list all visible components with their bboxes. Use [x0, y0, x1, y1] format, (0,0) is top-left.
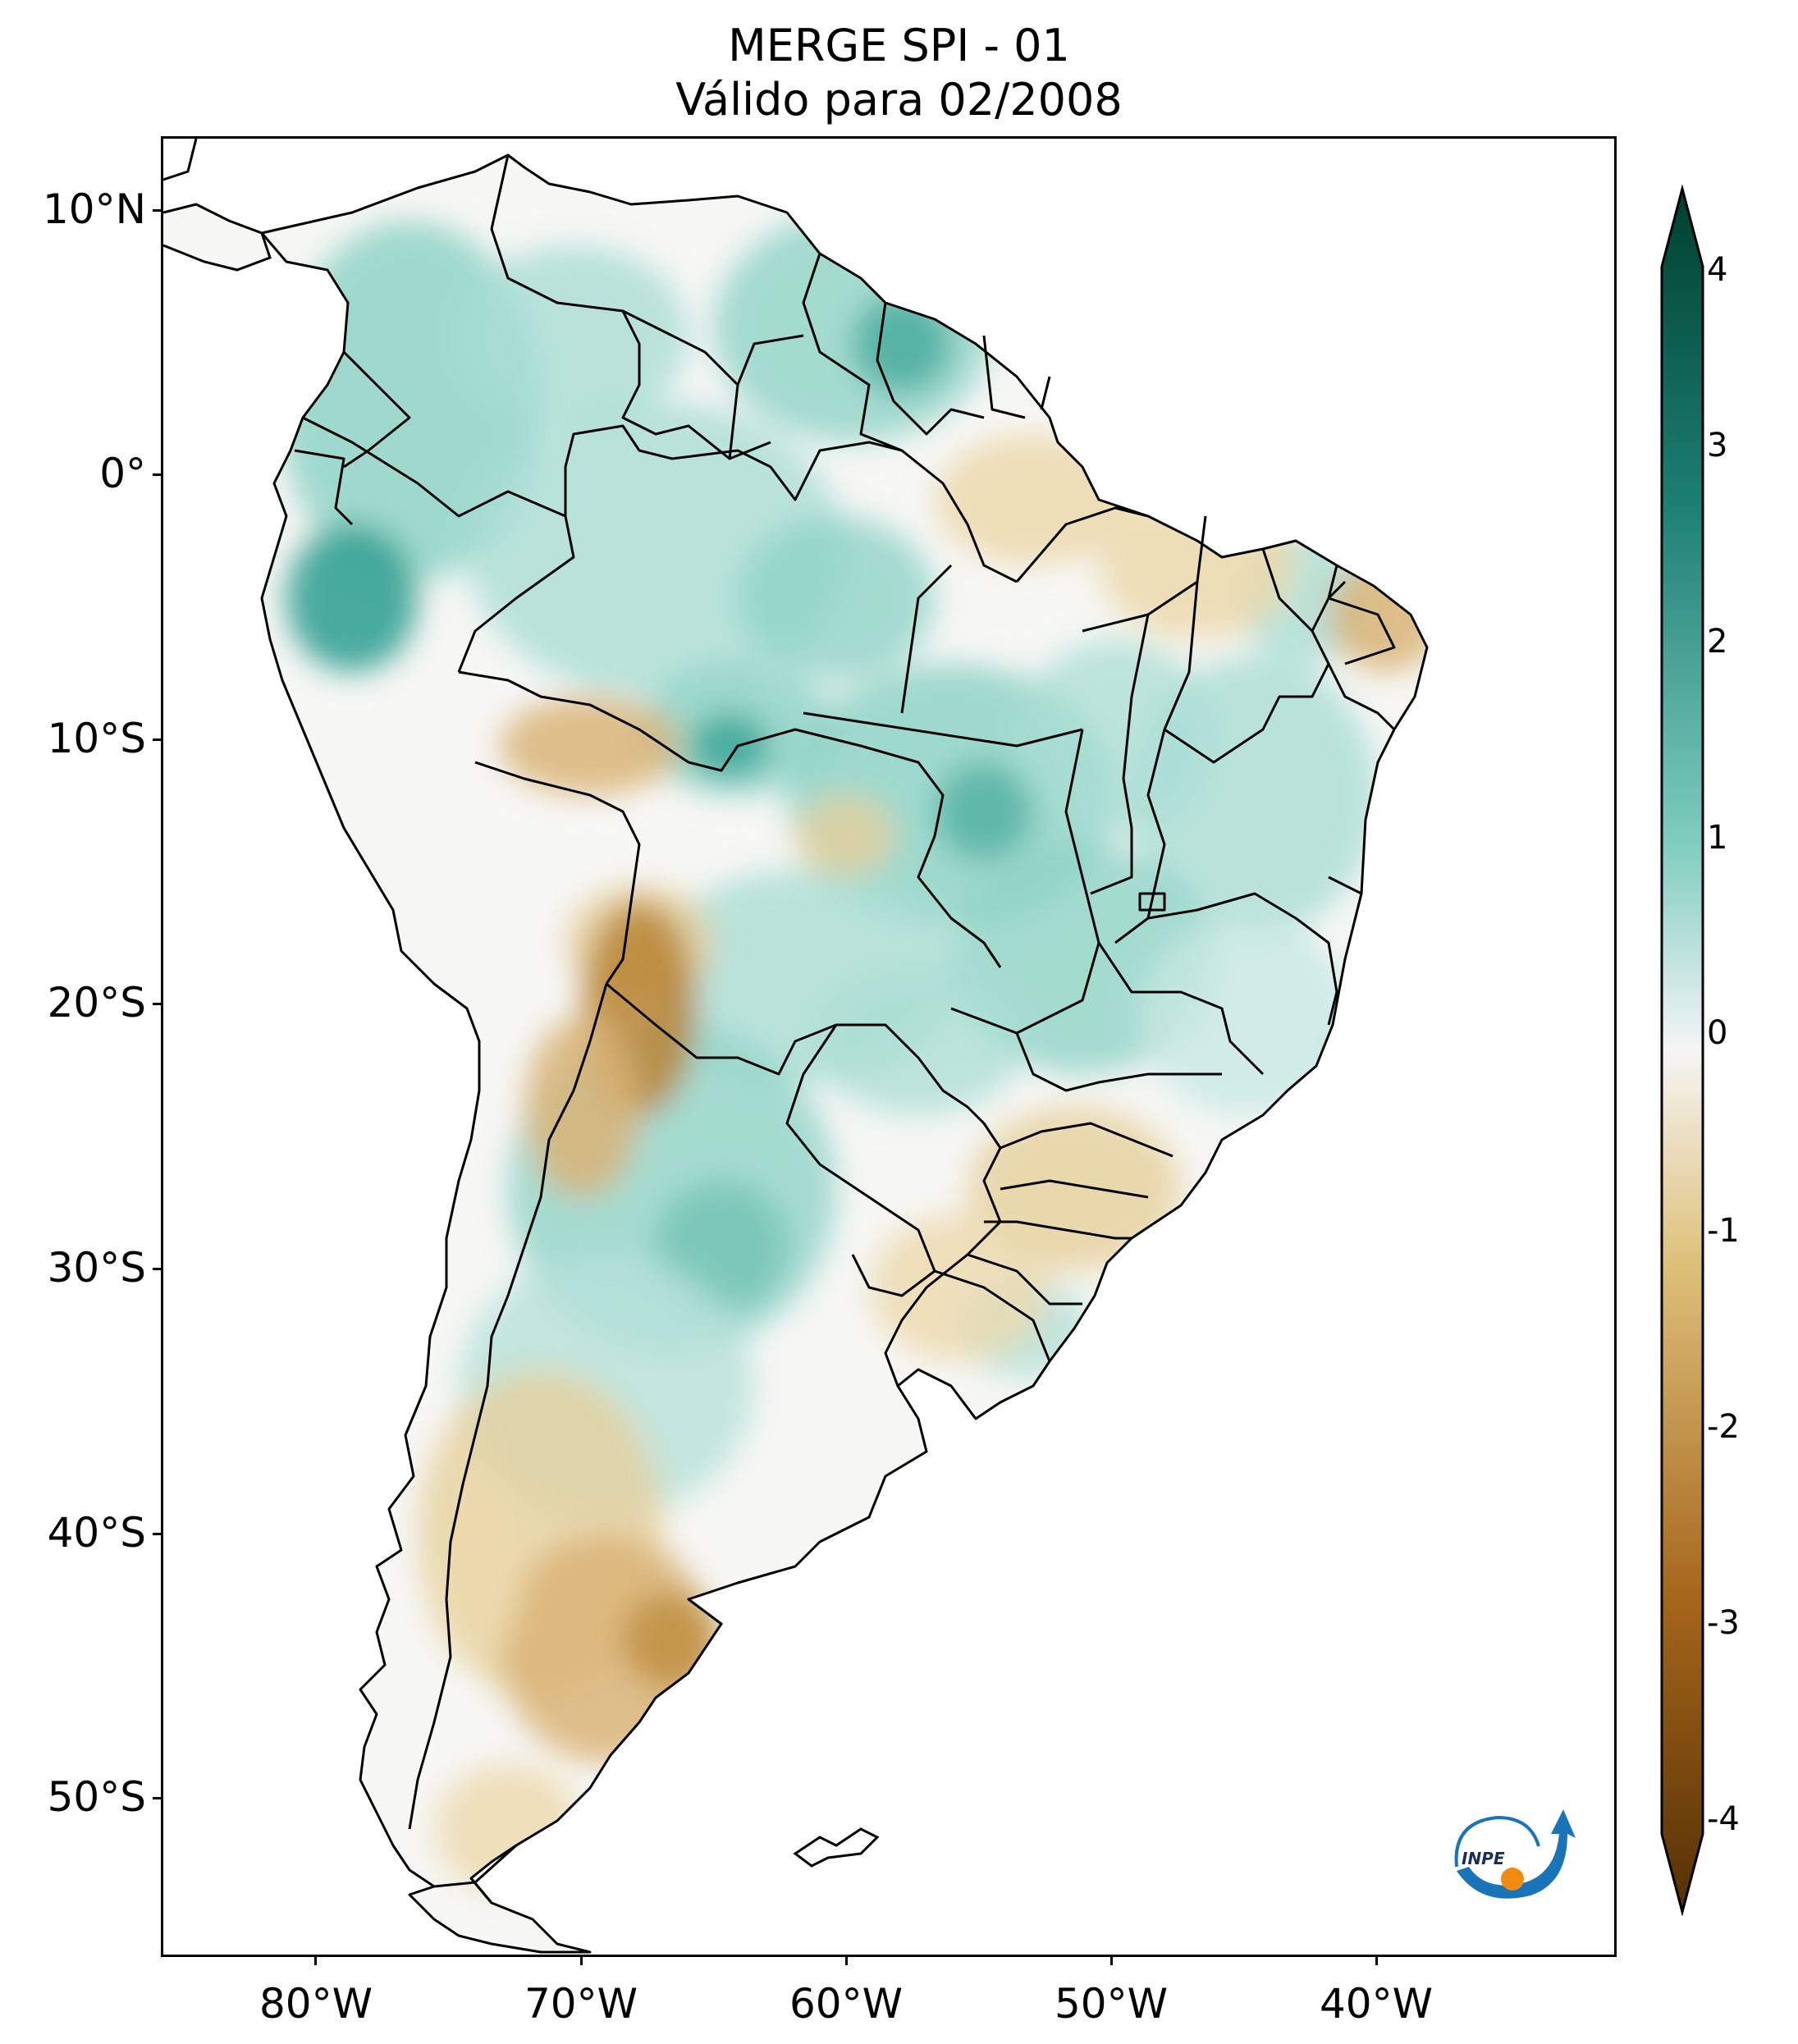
map-subtitle: Válido para 02/2008: [675, 74, 1123, 126]
lat-tick-mark: [153, 738, 161, 741]
political-borders: [294, 154, 1396, 1904]
colorbar-tick-label: -4: [1707, 1800, 1740, 1838]
north-coast-line: [163, 139, 198, 181]
lon-tick-label: 40°W: [1319, 1980, 1434, 2028]
lon-tick-mark: [845, 1957, 848, 1965]
lon-tick-mark: [1110, 1957, 1113, 1965]
lat-tick-mark: [153, 1797, 161, 1799]
colorbar-tick-label: -3: [1707, 1604, 1740, 1642]
colorbar-tick-label: 4: [1707, 251, 1728, 289]
lat-tick-label: 10°S: [47, 715, 146, 762]
colorbar-tick-label: 1: [1707, 819, 1728, 857]
lon-tick-label: 50°W: [1054, 1980, 1169, 2028]
map-title: MERGE SPI - 01: [728, 20, 1070, 71]
lon-tick-mark: [1375, 1957, 1378, 1965]
logo-outer-arc: [1454, 1815, 1540, 1868]
logo-orange-dot: [1501, 1868, 1524, 1891]
colorbar-gradient: [1660, 185, 1704, 1916]
lat-tick-label: 20°S: [47, 979, 146, 1027]
logo-text: INPE: [1462, 1849, 1505, 1868]
lon-tick-label: 70°W: [524, 1980, 638, 2028]
colorbar: [1660, 185, 1704, 1916]
lat-tick-label: 50°S: [47, 1773, 146, 1821]
lon-tick-mark: [580, 1957, 583, 1965]
map-frame: [161, 136, 1617, 1957]
lat-tick-label: 10°N: [42, 185, 146, 233]
lat-tick-mark: [153, 1268, 161, 1270]
inpe-logo: INPE: [1454, 1809, 1576, 1899]
colorbar-tick-label: -2: [1707, 1408, 1740, 1446]
logo-swoosh: [1457, 1809, 1576, 1899]
lat-tick-mark: [153, 473, 161, 476]
lat-tick-label: 30°S: [47, 1244, 146, 1292]
coastline: [260, 153, 1429, 1954]
colorbar-tick-label: 3: [1707, 427, 1728, 464]
lon-tick-label: 60°W: [789, 1980, 904, 2028]
lat-tick-label: 0°: [99, 450, 146, 497]
lat-tick-label: 40°S: [47, 1509, 146, 1557]
lat-tick-mark: [153, 1533, 161, 1535]
falkland-islands: [793, 1827, 880, 1868]
lon-tick-mark: [314, 1957, 317, 1965]
colorbar-tick-label: 0: [1707, 1014, 1728, 1052]
lat-tick-mark: [153, 1003, 161, 1005]
colorbar-tick-label: 2: [1707, 623, 1728, 661]
lat-tick-mark: [153, 209, 161, 212]
central-america-coast: [163, 203, 272, 272]
lon-tick-label: 80°W: [258, 1980, 373, 2028]
colorbar-tick-label: -1: [1707, 1212, 1740, 1250]
south-america-map: [163, 139, 1429, 1954]
